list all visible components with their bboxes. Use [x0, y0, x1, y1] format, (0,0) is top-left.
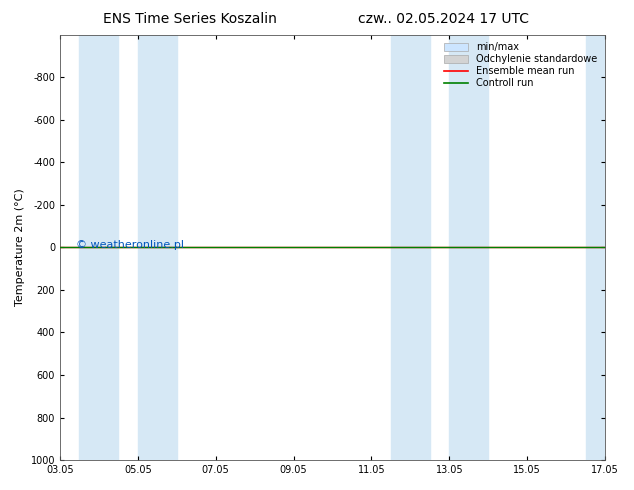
Bar [586, 35, 605, 460]
Y-axis label: Temperature 2m (°C): Temperature 2m (°C) [15, 189, 25, 306]
Text: czw.. 02.05.2024 17 UTC: czw.. 02.05.2024 17 UTC [358, 12, 529, 26]
Bar [391, 35, 430, 460]
Bar [138, 35, 177, 460]
Legend: min/max, Odchylenie standardowe, Ensemble mean run, Controll run: min/max, Odchylenie standardowe, Ensembl… [441, 40, 600, 91]
Bar [79, 35, 119, 460]
Text: © weatheronline.pl: © weatheronline.pl [76, 240, 184, 250]
Text: ENS Time Series Koszalin: ENS Time Series Koszalin [103, 12, 277, 26]
Bar [450, 35, 488, 460]
